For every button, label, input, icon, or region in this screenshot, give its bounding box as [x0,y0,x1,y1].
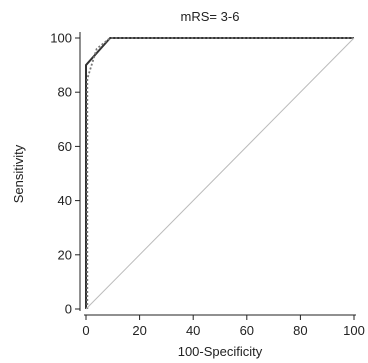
reference-diagonal-line [85,37,355,310]
chart-title: mRS= 3-6 [181,9,240,24]
x-tick-label: 0 [82,323,89,338]
y-tick-label: 100 [50,31,72,46]
y-tick-label: 0 [65,302,72,317]
roc-confidence-line [86,37,354,309]
x-axis-label: 100-Specificity [178,344,263,359]
y-tick-label: 60 [58,139,72,154]
plot-area: 0 20 40 60 80 100 0 20 40 60 80 100 [50,31,365,339]
x-tick-label: 60 [240,323,254,338]
x-tick-label: 100 [343,323,365,338]
y-tick-label: 20 [58,247,72,262]
y-tick-label: 80 [58,85,72,100]
x-tick-label: 80 [293,323,307,338]
y-tick-label: 40 [58,193,72,208]
y-axis-label: Sensitivity [11,144,26,203]
x-tick-label: 20 [132,323,146,338]
x-tick-label: 40 [186,323,200,338]
